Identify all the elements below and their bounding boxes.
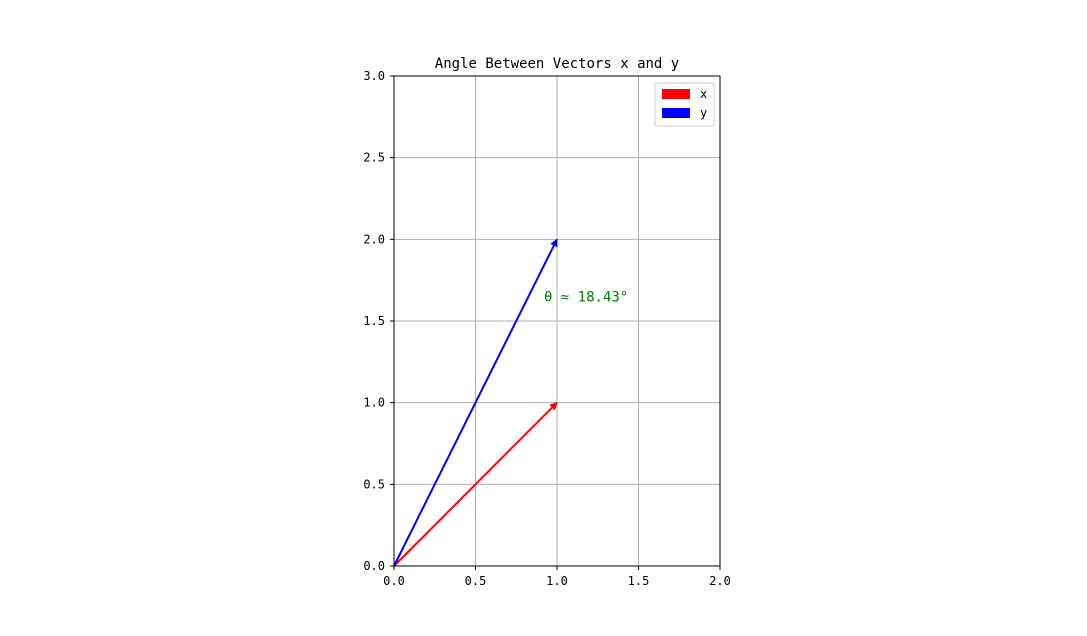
y-tick-label: 1.0 bbox=[363, 396, 385, 410]
legend-label-x: x bbox=[700, 87, 707, 101]
legend-label-y: y bbox=[700, 106, 707, 120]
y-tick-label: 3.0 bbox=[363, 69, 385, 83]
x-tick-label: 1.5 bbox=[628, 574, 650, 588]
vector-x bbox=[393, 401, 558, 567]
x-tick-label: 0.0 bbox=[383, 574, 405, 588]
legend-swatch-x bbox=[662, 89, 690, 99]
y-tick-label: 2.0 bbox=[363, 232, 385, 246]
y-tick-label: 0.0 bbox=[363, 559, 385, 573]
y-tick-label: 1.5 bbox=[363, 314, 385, 328]
y-tick-label: 0.5 bbox=[363, 477, 385, 491]
x-tick-label: 1.0 bbox=[546, 574, 568, 588]
y-tick-label: 2.5 bbox=[363, 151, 385, 165]
angle-annotation: θ ≈ 18.43° bbox=[544, 289, 628, 305]
x-tick-label: 2.0 bbox=[709, 574, 731, 588]
legend-swatch-y bbox=[662, 108, 690, 118]
grid bbox=[393, 75, 721, 567]
ticks: 0.0 0.5 1.0 1.5 2.0 0.0 0.5 1.0 1.5 2.0 2.5 3.0 bbox=[363, 69, 731, 588]
x-tick-label: 0.5 bbox=[465, 574, 487, 588]
vectors bbox=[393, 238, 558, 567]
legend: x y bbox=[654, 82, 715, 127]
vector-y bbox=[393, 238, 558, 567]
chart-title: Angle Between Vectors x and y bbox=[435, 56, 679, 72]
